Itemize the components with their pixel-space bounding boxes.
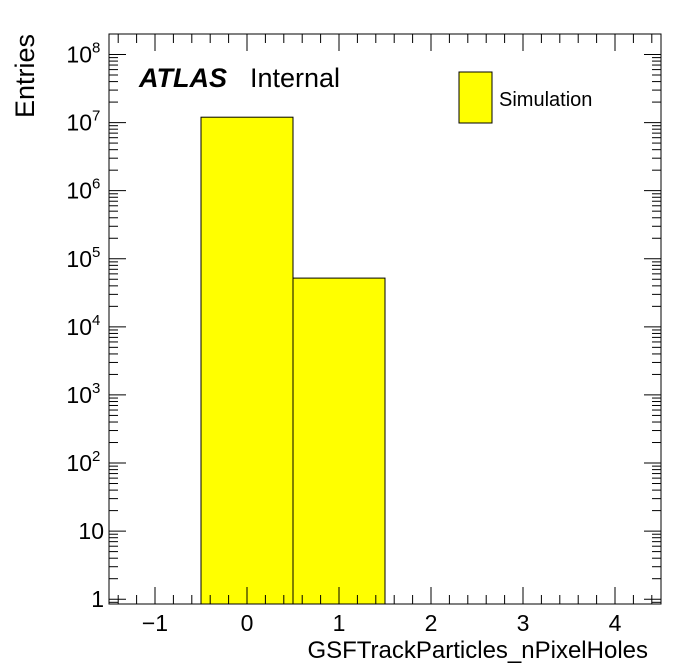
x-tick-label: 3 <box>517 610 530 636</box>
y-tick-exponent: 6 <box>92 176 100 193</box>
x-axis-label: GSFTrackParticles_nPixelHoles <box>307 637 648 664</box>
y-tick-exponent: 4 <box>92 312 100 329</box>
legend: Simulation <box>458 71 592 124</box>
legend-label: Simulation <box>499 89 592 111</box>
bars-layer <box>200 116 386 605</box>
y-tick-label: 10 <box>78 518 104 544</box>
ticks-layer <box>109 33 661 604</box>
y-tick-label: 10 <box>66 178 92 204</box>
x-tick-label: 4 <box>609 610 622 636</box>
x-tick-label: 1 <box>333 610 346 636</box>
x-tick-label: 2 <box>425 610 438 636</box>
y-tick-label: 10 <box>66 314 92 340</box>
x-tick-label: −1 <box>142 610 168 636</box>
y-axis-label: Entries <box>10 34 40 118</box>
legend-swatch <box>458 71 493 124</box>
y-tick-label: 10 <box>66 110 92 136</box>
y-tick-exponent: 3 <box>92 380 100 397</box>
plot-frame <box>108 33 662 605</box>
histogram-bar-1 <box>292 277 386 605</box>
y-tick-exponent: 2 <box>92 448 100 465</box>
y-tick-exponent: 5 <box>92 244 100 261</box>
y-tick-label: 10 <box>66 450 92 476</box>
y-tick-label: 10 <box>66 41 92 67</box>
x-tick-label: 0 <box>241 610 254 636</box>
y-tick-label: 10 <box>66 382 92 408</box>
y-tick-label: 10 <box>66 246 92 272</box>
histogram-bar-0 <box>200 116 294 605</box>
atlas-label: ATLAS <box>138 63 227 93</box>
internal-label: Internal <box>250 63 340 93</box>
y-tick-label: 1 <box>91 586 104 612</box>
y-tick-exponent: 8 <box>92 39 100 56</box>
y-tick-exponent: 7 <box>92 108 100 125</box>
